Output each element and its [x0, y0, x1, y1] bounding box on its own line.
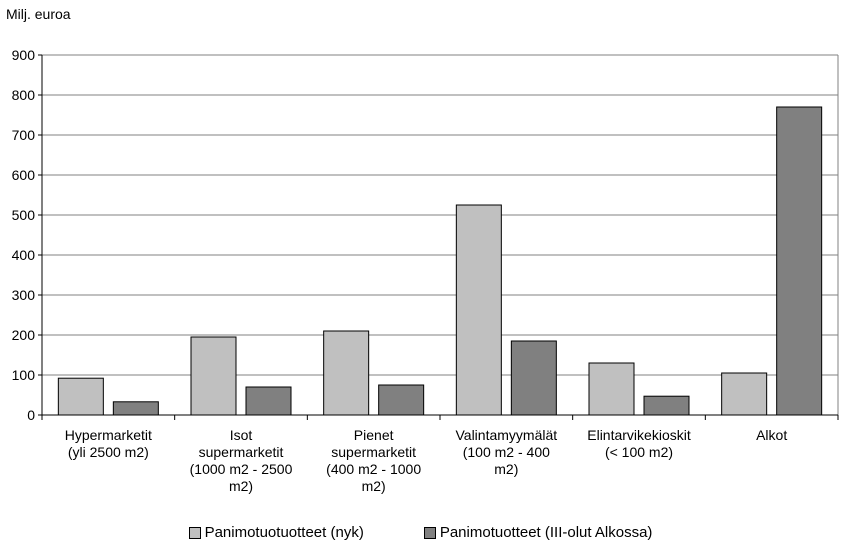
bar-series-1	[455, 204, 502, 416]
bar-series-2	[510, 340, 557, 416]
bar-series-2	[245, 386, 292, 416]
y-tick-label: 600	[12, 167, 36, 183]
y-tick-label: 800	[12, 87, 36, 103]
y-tick-label: 400	[12, 247, 36, 263]
bar-series-1	[323, 330, 370, 416]
bar-series-2	[112, 401, 159, 416]
y-tick-label: 100	[12, 367, 36, 383]
y-tick-label: 300	[12, 287, 36, 303]
legend-label-series-2: Panimotuotteet (III-olut Alkossa)	[439, 524, 653, 541]
x-category-label: Hypermarketit (yli 2500 m2)	[64, 427, 152, 460]
legend-swatch-series-2	[423, 526, 436, 539]
x-category-label: Valintamyymälät (100 m2 - 400 m2)	[455, 427, 558, 477]
legend-swatch-series-1	[188, 526, 201, 539]
y-tick-label: 500	[12, 207, 36, 223]
y-tick-label: 200	[12, 327, 36, 343]
bar-series-2	[776, 106, 823, 416]
y-tick-label: 700	[12, 127, 36, 143]
x-category-label: Elintarvikekioskit (< 100 m2)	[587, 427, 691, 460]
bar-series-1	[721, 372, 768, 416]
x-category-label: Isot supermarketit (1000 m2 - 2500 m2)	[189, 427, 293, 494]
y-tick-label: 900	[12, 47, 36, 63]
bar-series-1	[588, 362, 635, 416]
bar-series-1	[190, 336, 237, 416]
legend: Panimotuotuotteet (nyk) Panimotuotteet (…	[0, 524, 841, 541]
bar-series-2	[643, 395, 690, 416]
bar-series-2	[378, 384, 425, 416]
x-category-label: Pienet supermarketit (400 m2 - 1000 m2)	[326, 427, 422, 494]
bar-series-1	[57, 377, 104, 416]
legend-label-series-1: Panimotuotuotteet (nyk)	[204, 524, 364, 541]
legend-item-series-1: Panimotuotuotteet (nyk)	[188, 524, 364, 541]
y-axis-label: Milj. euroa	[6, 6, 71, 22]
x-category-label: Alkot	[756, 427, 788, 443]
legend-item-series-2: Panimotuotteet (III-olut Alkossa)	[423, 524, 653, 541]
y-tick-label: 0	[27, 407, 35, 423]
